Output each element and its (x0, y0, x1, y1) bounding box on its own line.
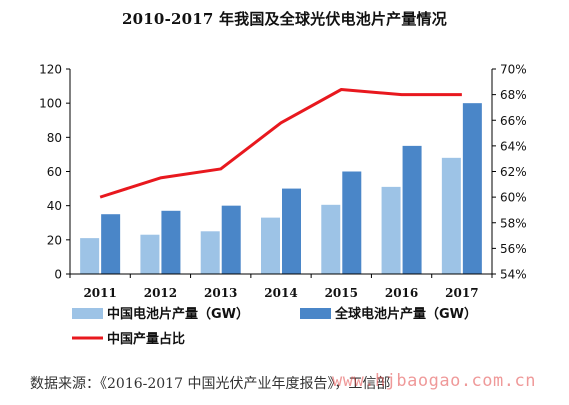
right-tick-label: 56% (500, 242, 527, 256)
right-tick-label: 68% (500, 88, 527, 102)
bar-china-output (261, 217, 280, 274)
legend-swatch-china (72, 308, 103, 319)
legend: 中国电池片产量（GW） 全球电池片产量（GW） 中国产量占比 (72, 306, 477, 347)
x-tick-label: 2012 (144, 286, 177, 300)
x-tick-label: 2014 (264, 286, 297, 300)
x-tick-label: 2017 (445, 286, 478, 300)
left-tick-label: 20 (47, 233, 62, 247)
left-tick-label: 100 (39, 97, 62, 111)
bar-china-output (200, 231, 220, 274)
legend-swatch-global (300, 308, 331, 319)
x-tick-label: 2011 (83, 286, 116, 300)
chart-title: 2010-2017 年我国及全球光伏电池片产量情况 (122, 10, 447, 28)
watermark: www.hjbaogao.com.cn (332, 371, 536, 391)
right-tick-label: 60% (500, 191, 527, 205)
legend-label-global: 全球电池片产量（GW） (334, 306, 477, 322)
legend-label-china: 中国电池片产量（GW） (107, 306, 249, 322)
right-tick-label: 64% (500, 139, 527, 153)
left-tick-label: 0 (54, 268, 62, 282)
bar-china-output (140, 234, 160, 274)
x-tick-label: 2013 (204, 286, 237, 300)
line-series (99, 88, 462, 199)
x-axis: 2011 2012 2013 2014 2015 2016 2017 (69, 273, 493, 300)
source-note: 数据来源：《2016-2017 中国光伏产业年度报告》，工信部 (30, 376, 391, 392)
bar-global-output (342, 171, 362, 274)
bar-china-output (381, 186, 401, 274)
left-tick-label: 120 (39, 63, 62, 77)
legend-label-share: 中国产量占比 (107, 331, 185, 347)
right-tick-label: 70% (500, 63, 527, 77)
right-tick-label: 54% (500, 268, 527, 282)
x-tick-label: 2016 (385, 286, 418, 300)
right-tick-label: 58% (500, 216, 527, 230)
bar-china-output (441, 157, 461, 274)
bar-global-output (101, 214, 121, 274)
left-tick-label: 80 (47, 131, 62, 145)
left-tick-label: 40 (47, 199, 62, 213)
right-y-axis: 54% 56% 58% 60% 62% 64% 66% 68% 70% (491, 63, 527, 282)
x-tick-label: 2015 (325, 286, 358, 300)
bar-global-output (161, 210, 181, 274)
right-tick-label: 66% (500, 114, 527, 128)
bar-global-output (462, 103, 482, 275)
bar-china-output (321, 204, 341, 274)
right-tick-label: 62% (500, 165, 527, 179)
bar-global-output (282, 188, 301, 274)
bar-china-output (80, 238, 100, 274)
bar-global-output (221, 205, 241, 274)
bar-series (80, 103, 482, 275)
left-tick-label: 60 (47, 165, 62, 179)
left-y-axis: 0 20 40 60 80 100 120 (39, 63, 71, 282)
bar-global-output (402, 145, 422, 274)
